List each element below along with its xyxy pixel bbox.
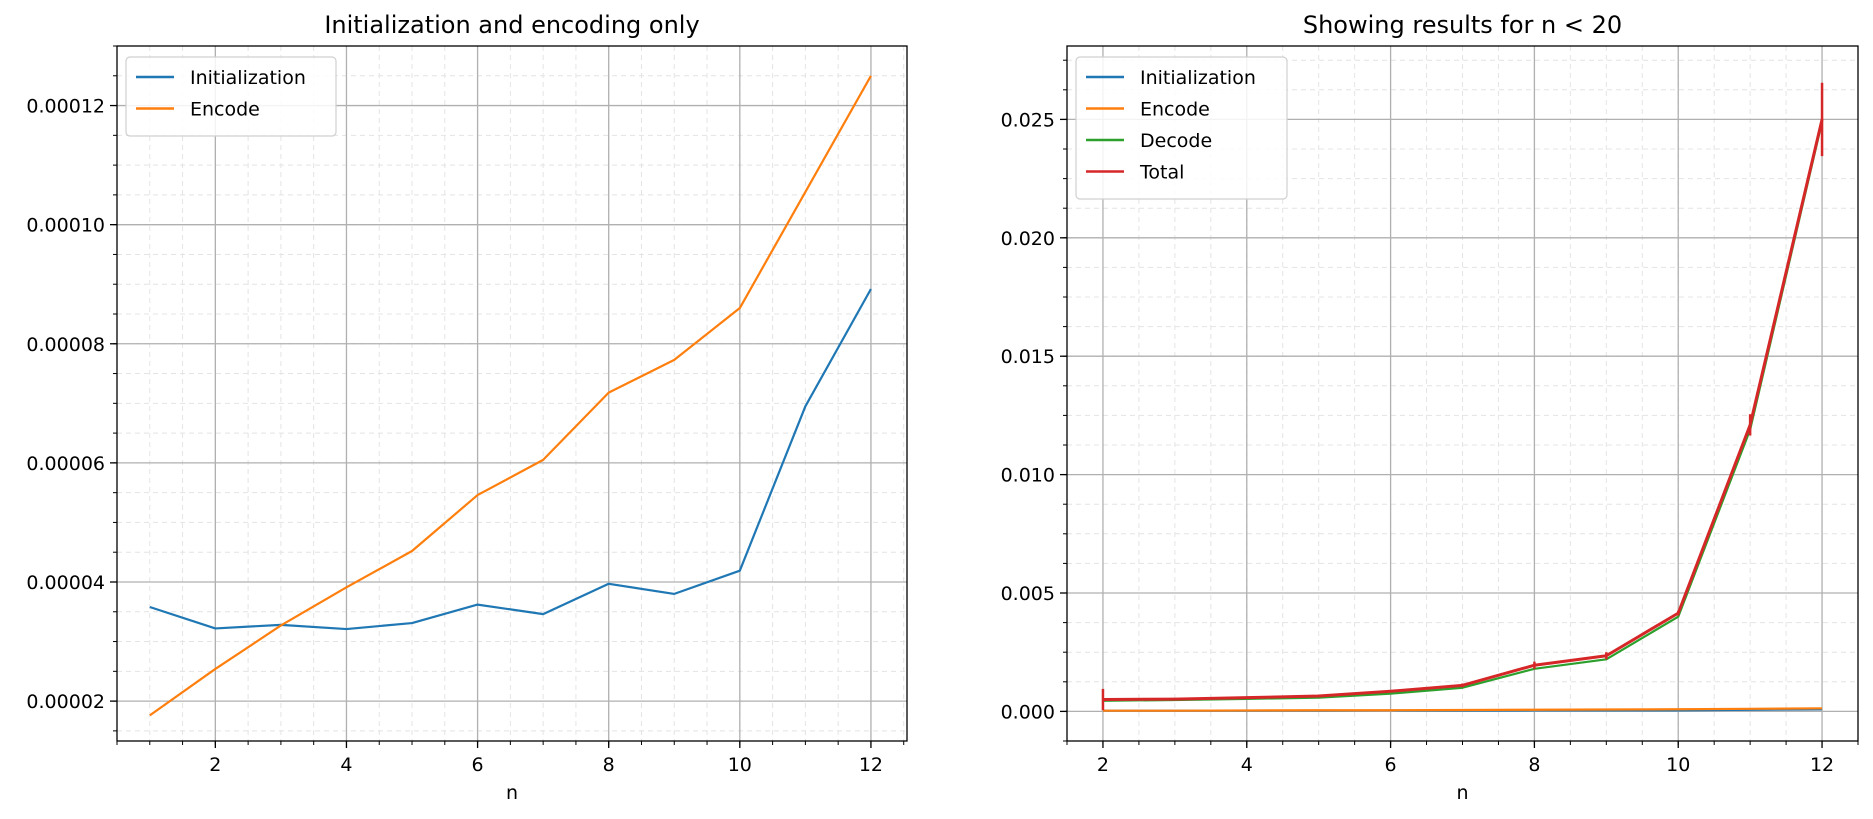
x-tick-label: 10 [728,754,752,776]
legend-label: Encode [1140,99,1210,121]
minor-grid [116,45,907,741]
x-tick-label: 6 [472,754,484,776]
y-tick-label: 0.020 [1001,228,1055,250]
y-tick-label: 0.00006 [26,453,105,475]
x-axis-label: n [1456,782,1468,804]
series-group [149,75,872,717]
chart-title: Showing results for n < 20 [1303,11,1622,39]
legend-label: Decode [1140,130,1212,152]
series-group [1101,82,1824,712]
x-tick-label: 12 [859,754,883,776]
chart-title: Initialization and encoding only [324,11,699,39]
legend-box [125,56,337,137]
x-tick-label: 4 [1241,754,1253,776]
series-line-encode [149,75,872,717]
y-tick-label: 0.000 [1001,701,1055,723]
x-tick-label: 2 [1097,754,1109,776]
tick-marks [1060,59,1859,748]
major-grid [117,46,907,741]
legend-label: Encode [190,99,260,121]
y-tick-label: 0.015 [1001,346,1055,368]
legend: Initialization Encode Decode Total [1075,56,1288,200]
chart-panel-1: 2 4 6 8 10 12 0.00002 0.00004 0.00006 0.00008 0.00… [26,11,908,804]
x-tick-label: 6 [1385,754,1397,776]
chart-panel-2: 2 4 6 8 10 12 0.000 0.005 0.010 0.015 0.020 0.025 Sh… [1001,11,1859,804]
x-tick-label: 8 [1528,754,1540,776]
y-tick-label: 0.00004 [26,572,105,594]
y-tick-label: 0.00012 [26,96,105,118]
tick-marks [110,45,905,748]
legend-label: Initialization [1140,67,1256,89]
y-tick-label: 0.00010 [26,215,105,237]
series-line-initialization [149,288,872,631]
y-tick-label: 0.00002 [26,691,105,713]
y-tick-label: 0.00008 [26,334,105,356]
x-tick-label: 2 [209,754,221,776]
y-tick-label: 0.005 [1001,583,1055,605]
legend: Initialization Encode [125,56,337,137]
y-tick-label: 0.010 [1001,465,1055,487]
y-tick-label: 0.025 [1001,109,1055,131]
legend-label: Total [1139,162,1184,184]
axes-frame [116,45,908,742]
x-tick-label: 4 [340,754,352,776]
x-tick-label: 8 [603,754,615,776]
series-line-encode [1102,707,1823,712]
legend-label: Initialization [190,67,306,89]
x-tick-label: 12 [1810,754,1834,776]
x-axis-label: n [506,782,518,804]
x-tick-label: 10 [1666,754,1690,776]
legend-box [1075,56,1288,200]
